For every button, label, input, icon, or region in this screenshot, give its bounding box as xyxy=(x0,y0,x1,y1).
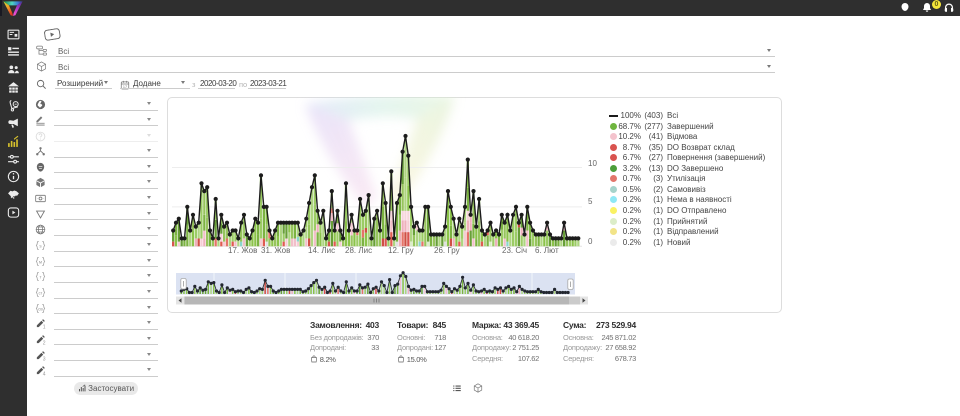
svg-text:3: 3 xyxy=(43,356,46,360)
svg-text:1: 1 xyxy=(43,325,46,329)
svg-text:s: s xyxy=(39,243,42,248)
svg-text:св: св xyxy=(38,306,43,311)
svg-text:т: т xyxy=(39,275,42,280)
svg-text:сг: сг xyxy=(39,290,43,295)
svg-text:м: м xyxy=(39,259,42,264)
svg-text:2: 2 xyxy=(43,340,46,344)
svg-text:17: 17 xyxy=(123,85,127,89)
svg-text:4: 4 xyxy=(43,372,46,376)
